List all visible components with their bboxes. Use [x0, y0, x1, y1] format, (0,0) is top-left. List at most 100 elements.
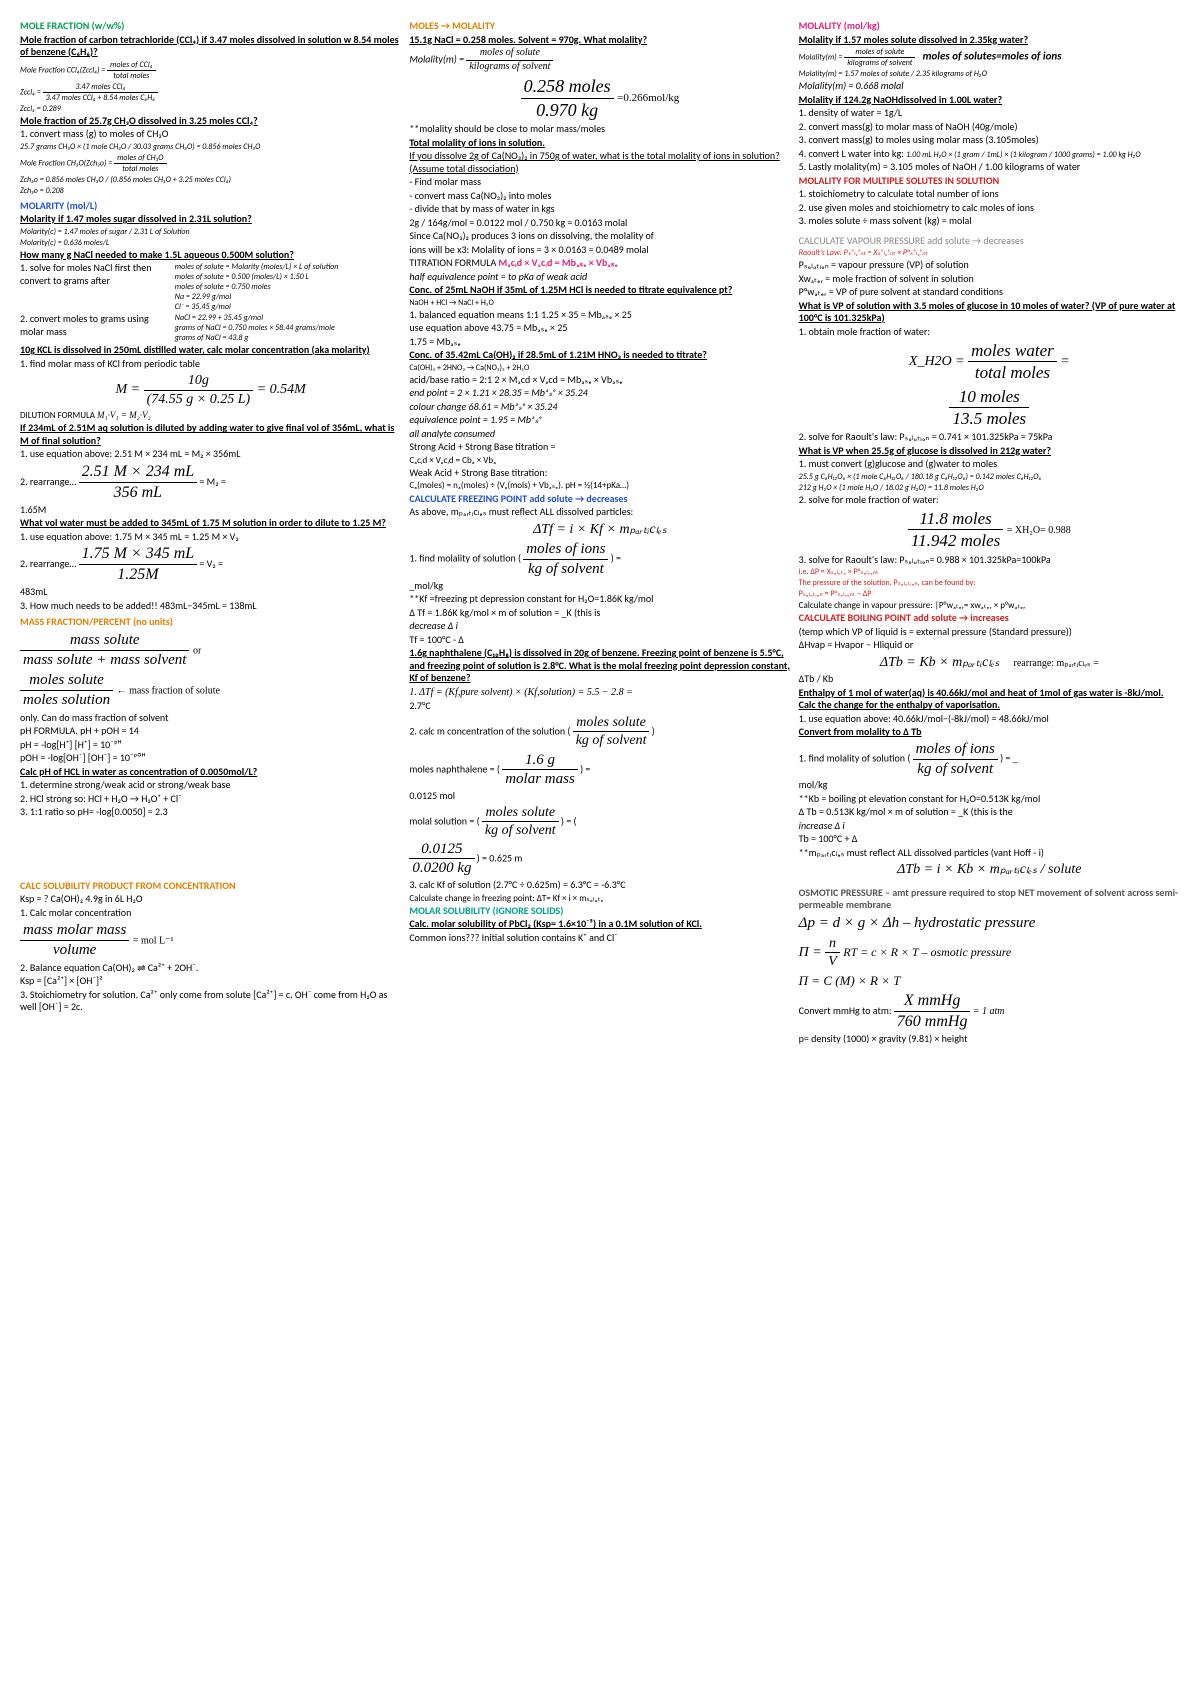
step-naoh4: 4. convert L water into kg: 1.00 mL H₂O … — [799, 148, 1180, 161]
question-molality1: Molality if 1.57 moles solute dissolved … — [799, 34, 1180, 47]
label: DILUTION FORMULA — [20, 410, 95, 421]
num: 1.75 M × 345 mL — [79, 544, 198, 565]
lhs: ΔTb = Kb × mₚₐᵣₜᵢcₗₑₛ — [880, 655, 1000, 670]
num: 0.0125 — [409, 840, 474, 860]
num: moles water — [968, 340, 1057, 362]
calc-molality: 0.258 moles0.970 kg =0.266mol/kg — [409, 75, 790, 121]
column-3: MOLALITY (mol/kg) Molality if 1.57 moles… — [799, 20, 1180, 1046]
den: kilograms of solvent — [844, 58, 915, 68]
question-pbcl2: Calc. molar solubility of PbCl₂ (Ksp= 1.… — [409, 918, 790, 931]
formula-dTb-Kb: ΔTb / Kb — [799, 673, 1180, 686]
num: 2.51 M × 234 mL — [79, 462, 198, 483]
num: moles solute — [573, 714, 650, 733]
step-t1: 1. balanced equation means 1:1 1.25 × 35… — [409, 309, 790, 322]
lhs: Molality(m) = — [799, 52, 843, 62]
result-zch3o: Zch₃o = 0.208 — [20, 186, 401, 196]
rhs: ) = _ — [1000, 751, 1018, 764]
question-ksp: Ksp = ? Ca(OH)₂ 4.9g in 6L H₂O — [20, 893, 401, 906]
formula-deltaTf: ΔTf = i × Kf × mₚₐᵣₜᵢcₗₑₛ — [409, 521, 790, 539]
eq4: Na = 22.99 g/mol — [175, 292, 385, 302]
den: 11.942 moles — [908, 530, 1003, 551]
den: kg of solvent — [523, 560, 608, 579]
step-d1a: 1. use equation above: 2.51 M × 234 mL =… — [20, 448, 401, 461]
den: 0.0200 kg — [409, 859, 474, 878]
step-molar-mass-kcl: 1. find molar mass of KCl from periodic … — [20, 358, 401, 371]
rhs: = V₂ = — [199, 557, 223, 570]
lhs: M = — [116, 382, 141, 397]
label: Convert mmHg to atm: — [799, 1004, 892, 1017]
den: kg of solvent — [573, 732, 650, 750]
step-ksp2: 2. Balance equation Ca(OH)₂ ⇌ Ca²⁺ + 2OH… — [20, 962, 401, 975]
step-t4d: equivalence point = 1.95 = Mbₐₛₑ — [409, 414, 790, 427]
step-tb3: increase Δ i — [799, 820, 1180, 833]
step-t3: 1.75 = Mbₐₛₑ — [409, 336, 790, 349]
rhs: ) = ( — [561, 814, 577, 827]
result-n1: 2.7°C — [409, 700, 790, 713]
eq1: NaCl = 22.99 + 35.45 g/mol — [175, 313, 385, 323]
step-solve-moles: 1. solve for moles NaCl first then conve… — [20, 262, 401, 312]
step-ph2: 2. HCl strong so: HCl + H₂O → H₃O⁺ + Cl⁻ — [20, 793, 401, 806]
eq5: Cl⁻ = 35.45 g/mol — [175, 302, 385, 312]
density-formula: p= density (1000) × gravity (9.81) × hei… — [799, 1033, 1180, 1046]
poh-eq: pOH = -log[OH⁻] [OH⁻] = 10⁻ᵖᴼᴴ — [20, 752, 401, 765]
result-sugar-molarity: Molarity(c) = 0.636 moles/L — [20, 238, 401, 248]
num: moles solute — [20, 671, 113, 691]
den: 760 mmHg — [894, 1012, 971, 1032]
label: 1. find molality of solution ( — [799, 751, 911, 764]
heading-boiling-point: CALCULATE BOILING POINT add solute → inc… — [799, 612, 1180, 625]
note-particles: As above, mₚₐᵣₜᵢcₗₑₛ must reflect ALL di… — [409, 506, 790, 519]
num: 10g — [144, 372, 254, 391]
note-kf: **Kf =freezing pt depression constant fo… — [409, 593, 790, 606]
step-t4a: acid/base ratio = 2:1 2 × Mₐcd × Vₐcd = … — [409, 374, 790, 387]
heading-vapour-pressure: CALCULATE VAPOUR PRESSURE add solute → d… — [799, 235, 1180, 248]
step-t4i: Cₐ(moles) = nₐ(moles) ÷ (Vₐ(mols) + Vbₐₛ… — [409, 480, 790, 491]
step-vp6: Calculate change in vapour pressure: |P°… — [799, 600, 1180, 611]
step-naoh1: 1. density of water = 1g/L — [799, 107, 1180, 120]
question-naphthalene: 1.6g naphthalene (C₁₀H₈) is dissolved in… — [409, 647, 790, 685]
result-n2: 0.0125 mol — [409, 790, 790, 803]
step-ms1: 1. stoichiometry to calculate total numb… — [799, 188, 1180, 201]
eq-naoh-hcl: NaOH + HCl → NaCl + H₂O — [409, 298, 790, 308]
half-eq-point: half equivalence point = to pKa of weak … — [409, 271, 790, 284]
question-caoh2-titrate: Conc. of 35.42mL Ca(OH)₂ if 28.5mL of 1.… — [409, 349, 790, 362]
rhs: = mol L⁻¹ — [133, 936, 174, 947]
num: 1.6 g — [502, 751, 578, 771]
step-t4f: Strong Acid + Strong Base titration = — [409, 441, 790, 454]
step-ksp4: 3. Stoichiometry for solution. Ca²⁺ only… — [20, 989, 401, 1014]
eq2: moles of solute = 0.500 (moles/L) × 1.50… — [175, 272, 385, 282]
label: Mole Fraction CH₃O(Zch₃o) = — [20, 158, 112, 168]
label: 1. find molality of solution ( — [409, 552, 521, 565]
step-n4: molal solution = ( moles solutekg of sol… — [409, 804, 790, 879]
formula-dTb-i: ΔTb = i × Kb × mₚₐᵣₜᵢcₗₑₛ / solute — [799, 861, 1180, 879]
step-tb4: Tb = 100°C + Δ — [799, 833, 1180, 846]
question-dilution1: If 234mL of 2.51M aq solution is diluted… — [20, 422, 401, 447]
step-d1b: 2. rearrange… 2.51 M × 234 mL356 mL = M₂… — [20, 462, 401, 503]
eq1: moles of solute = Molarity (moles/L) × L… — [175, 262, 385, 272]
step-ms3: 3. moles solute ÷ mass solvent (kg) = mo… — [799, 215, 1180, 228]
heading-moles-molality: MOLES → MOLALITY — [409, 20, 790, 33]
question-convert-molality-tb: Convert from molality to Δ Tb — [799, 726, 1180, 739]
step-fp1: 1. find molality of solution ( moles of … — [409, 540, 790, 579]
label: Mole Fraction CCl₄(Zccl₄) = — [20, 65, 105, 75]
note-kb: **Kb = boiling pt elevation constant for… — [799, 793, 1180, 806]
den: mass solute + mass solvent — [20, 651, 189, 670]
step-naoh2: 2. convert mass(g) to molar mass of NaOH… — [799, 121, 1180, 134]
num: 3.47 moles CCl₄ — [43, 82, 159, 93]
step-t4b: end point = 2 × 1.21 × 28.35 = Mbₐₛₑ × 3… — [409, 387, 790, 400]
rhs2: ) = 0.625 m — [477, 851, 523, 864]
num: 0.258 moles — [521, 75, 614, 99]
heading-molar-solubility: MOLAR SOLUBILITY (IGNORE SOLIDS) — [409, 905, 790, 918]
step-t4c: colour change 68.61 = Mbₐₛₑ × 35.24 — [409, 401, 790, 414]
vp-def3: P°wₐₜₑᵣ = VP of pure solvent at standard… — [799, 286, 1180, 299]
vp-def2: Xwₐₜₑᵣ = mole fraction of solvent in sol… — [799, 273, 1180, 286]
calc-glucose-moles: 25.5 g C₆H₁₂O₆ × (1 mole C₆H₁₂O₆ / 180.1… — [799, 472, 1180, 482]
num: n — [825, 935, 840, 954]
question-total-molality-ions: Total molality of ions in solution. — [409, 137, 790, 150]
rhs: ) — [652, 724, 655, 737]
den: 1.25M — [79, 565, 198, 585]
step-e1: 1. use equation above: 40.66kJ/mol−(-8kJ… — [799, 713, 1180, 726]
question-nacl: How many g NaCl needed to make 1.5L aque… — [20, 249, 401, 262]
note: ← mass fraction of solute — [117, 686, 220, 697]
result-zccl4: Zccl₄ = 0.289 — [20, 104, 401, 114]
column-2: MOLES → MOLALITY 15.1g NaCl = 0.258 mole… — [409, 20, 790, 1046]
